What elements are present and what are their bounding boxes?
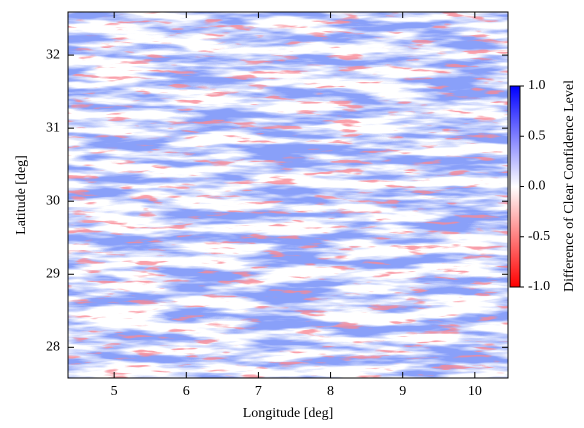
y-tick-label: 28: [46, 340, 60, 355]
y-tick-label: 30: [46, 193, 60, 208]
x-tick-label: 5: [111, 384, 118, 399]
y-tick-label: 29: [46, 266, 60, 281]
y-axis-label: Latitude [deg]: [14, 155, 29, 235]
colorbar-tick-label: 1.0: [528, 78, 546, 93]
colorbar-label: Difference of Clear Confidence Level: [562, 80, 577, 292]
x-tick-label: 8: [327, 384, 334, 399]
x-tick-label: 10: [468, 384, 482, 399]
x-tick-label: 7: [255, 384, 262, 399]
colorbar-tick-label: 0.5: [528, 128, 546, 143]
y-tick-label: 31: [46, 120, 60, 135]
x-tick-label: 6: [183, 384, 190, 399]
colorbar-tick-label: 0.0: [528, 179, 546, 194]
field-red: [68, 12, 508, 378]
colorbar-tick-label: -0.5: [528, 229, 550, 244]
x-axis-label: Longitude [deg]: [243, 406, 334, 421]
plot-frame: [67, 11, 509, 379]
x-tick-label: 9: [399, 384, 406, 399]
colorbar-tick-label: -1.0: [528, 279, 550, 294]
colorbar: [509, 85, 521, 288]
y-tick-label: 32: [46, 47, 60, 62]
